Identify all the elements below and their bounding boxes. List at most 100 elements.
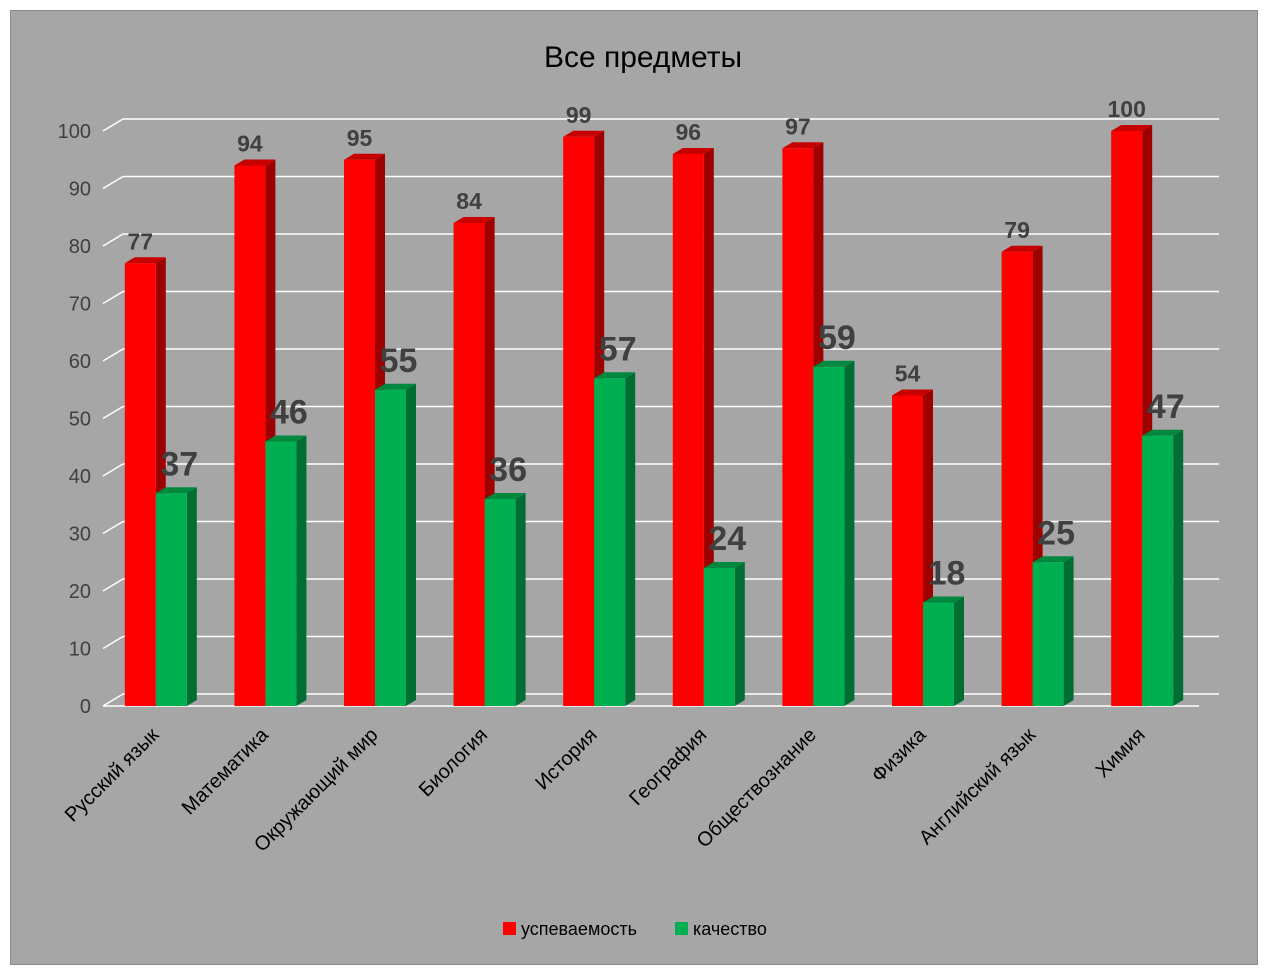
y-tick-label: 90 [69, 179, 91, 201]
y-tick-label: 80 [69, 236, 91, 258]
bar-kachestvo [1032, 562, 1064, 706]
bar-kachestvo [1142, 435, 1174, 706]
bar-kachestvo [265, 441, 297, 706]
bar-kachestvo [923, 602, 954, 706]
category-label: Окружающий мир [250, 724, 382, 856]
data-label: 99 [566, 102, 592, 128]
bar-side [954, 596, 964, 706]
data-label: 18 [928, 555, 966, 593]
bar-uspevaemost [1111, 131, 1143, 706]
category-label: Биология [415, 724, 492, 801]
category-label: Обществознание [693, 724, 821, 852]
bar-uspevaemost [892, 395, 923, 706]
bar-top [672, 148, 714, 154]
bar-top [563, 130, 605, 137]
bar-side [844, 360, 855, 706]
bar-top [453, 217, 495, 223]
bar-uspevaemost [453, 223, 485, 706]
bar-uspevaemost [234, 165, 266, 706]
gridline-diag [102, 175, 124, 190]
bar-top [813, 360, 855, 367]
data-label: 57 [599, 330, 637, 368]
bar-uspevaemost [782, 148, 814, 706]
data-label: 24 [708, 520, 746, 558]
y-tick-label: 30 [69, 524, 91, 546]
bar-kachestvo [484, 499, 516, 706]
y-tick-label: 10 [69, 639, 91, 661]
bar-side [296, 435, 307, 706]
bar-kachestvo [594, 378, 626, 706]
bar-chart: Все предметы 0 10 20 30 40 50 60 70 80 90 100 77 37… [58, 41, 1219, 939]
category-label: Английский язык [915, 724, 1040, 849]
gridline-diag [102, 348, 124, 362]
bar-side [734, 562, 745, 706]
category-label: Физика [868, 723, 932, 787]
bar-top [1001, 245, 1043, 252]
bar-top [484, 493, 526, 499]
bar-side [1063, 556, 1074, 706]
bar-top [892, 389, 933, 396]
legend-swatch [675, 922, 688, 935]
bar-uspevaemost [344, 159, 375, 706]
data-label: 25 [1037, 514, 1075, 552]
bar-top [1111, 125, 1153, 131]
bar-top [782, 142, 824, 149]
y-tick-label: 100 [58, 121, 91, 143]
chart-title: Все предметы [544, 41, 742, 74]
data-label: 96 [676, 119, 702, 145]
legend-swatch [503, 922, 516, 935]
bar-top [344, 153, 385, 160]
gridline-diag [102, 693, 124, 707]
data-label: 95 [347, 125, 373, 151]
data-label: 54 [895, 361, 921, 387]
y-tick-label: 50 [69, 409, 91, 431]
bar-kachestvo [813, 366, 845, 706]
category-label: История [531, 724, 601, 794]
category-label: Математика [178, 723, 274, 819]
bar-top [234, 159, 276, 166]
legend-label: качество [693, 919, 767, 939]
bar-side [625, 372, 636, 706]
bar-uspevaemost [1001, 251, 1033, 706]
data-label: 59 [818, 319, 856, 357]
gridline-diag [102, 405, 124, 420]
category-label: География [625, 724, 711, 810]
bar-side [186, 487, 197, 706]
y-tick-label: 40 [69, 466, 91, 488]
data-label: 94 [237, 131, 263, 157]
legend: успеваемость качество [503, 919, 767, 939]
bars [124, 125, 1184, 706]
bar-top [124, 257, 166, 264]
bar-top [1032, 556, 1074, 563]
bar-side [515, 493, 526, 706]
bar-kachestvo [375, 389, 406, 706]
bar-top [375, 383, 416, 390]
data-label: 36 [489, 451, 527, 489]
bar-side [1173, 429, 1184, 706]
data-labels: 77 37 94 46 95 55 84 36 99 57 96 24 97 59 54 18 79 25 100 4… [128, 96, 1185, 593]
bar-uspevaemost [124, 263, 156, 706]
data-label: 77 [128, 228, 154, 254]
bar-top [155, 487, 197, 494]
category-label: Русский язык [61, 724, 164, 827]
bar-uspevaemost [563, 136, 595, 706]
gridline-diag [102, 463, 124, 477]
gridline-diag [102, 233, 124, 247]
gridline-diag [102, 635, 124, 650]
gridline-diag [102, 118, 124, 132]
bar-top [594, 372, 636, 379]
legend-label: успеваемость [521, 919, 637, 939]
bar-top [703, 562, 745, 568]
data-label: 100 [1108, 96, 1146, 122]
bar-kachestvo [703, 568, 735, 706]
category-label: Химия [1092, 724, 1150, 782]
data-label: 79 [1004, 217, 1030, 243]
data-label: 37 [160, 445, 198, 483]
bar-kachestvo [155, 493, 187, 706]
chart-area: Все предметы 0 10 20 30 40 50 60 70 80 90 100 77 37… [10, 10, 1258, 965]
data-label: 55 [380, 342, 418, 380]
data-label: 47 [1147, 388, 1185, 426]
y-tick-label: 70 [69, 294, 91, 316]
gridline-diag [102, 578, 124, 592]
